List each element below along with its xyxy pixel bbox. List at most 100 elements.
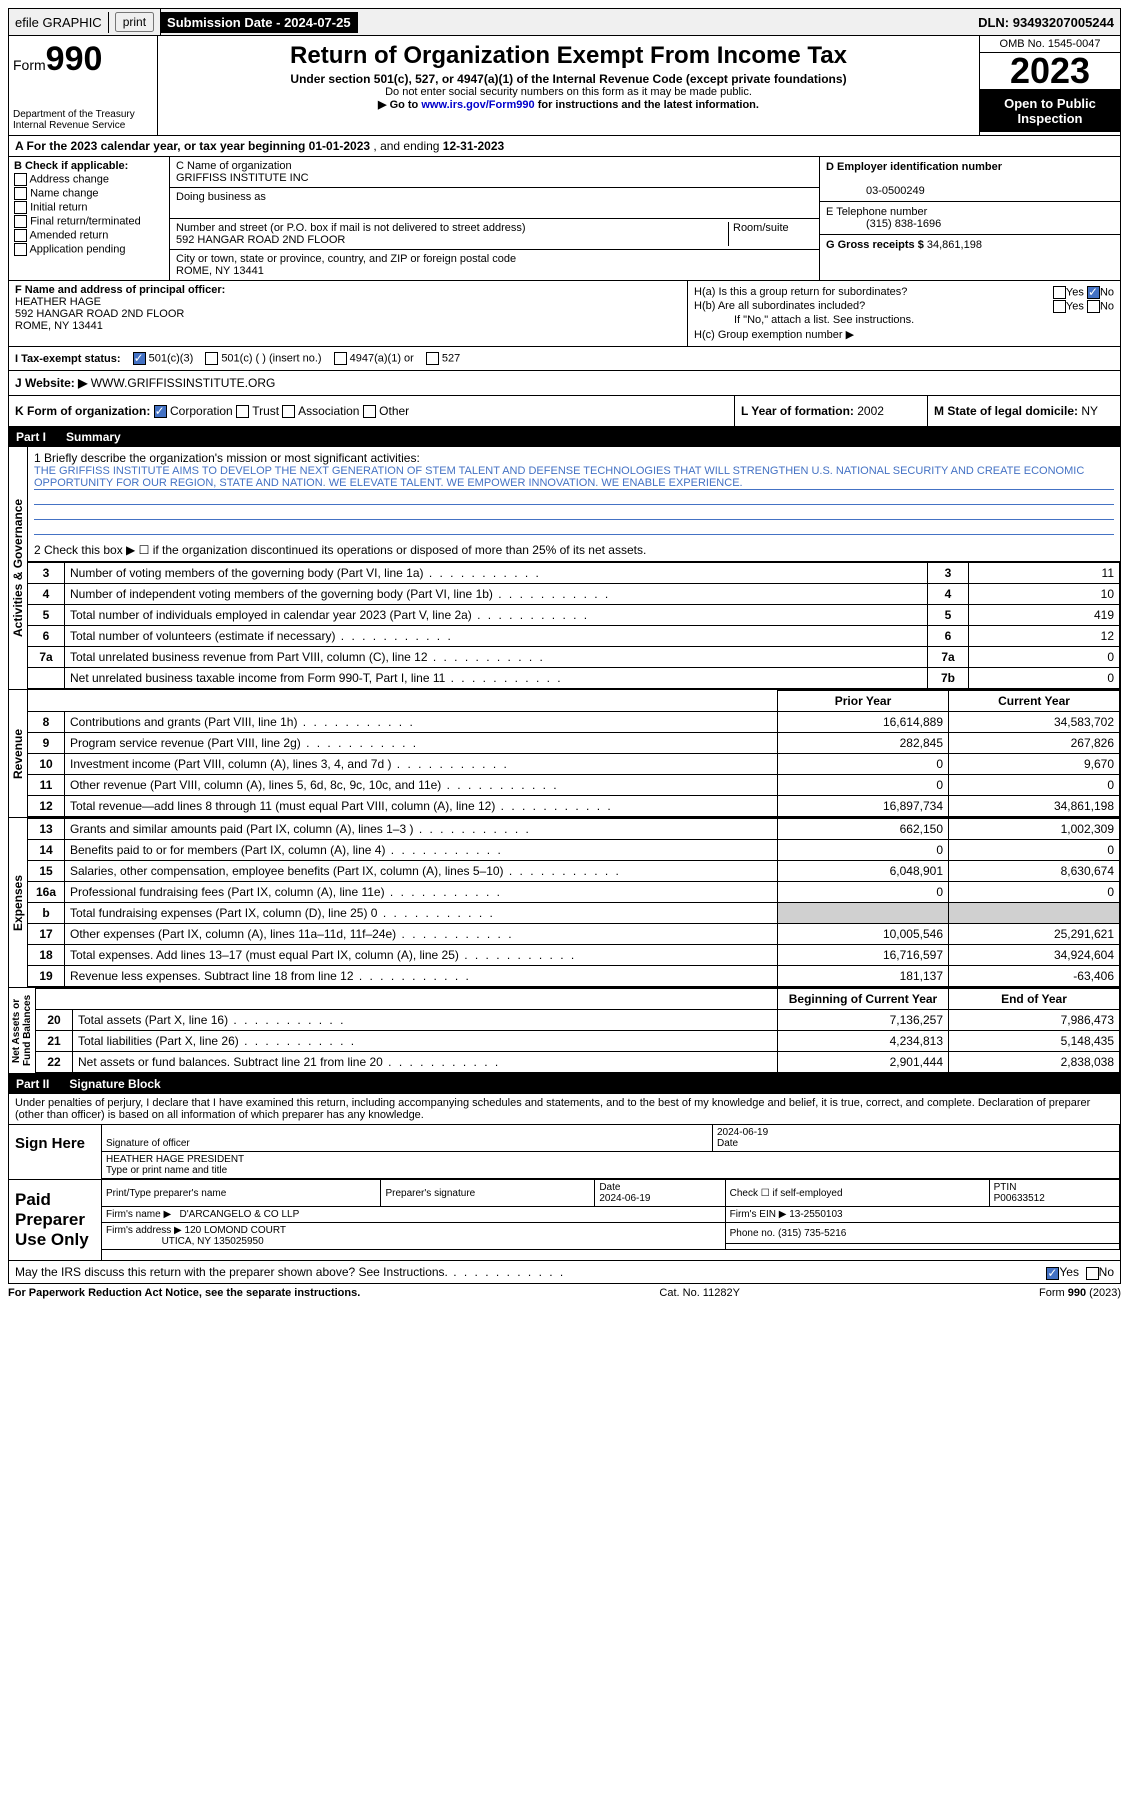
summary-revenue: Revenue Prior YearCurrent Year 8Contribu… — [8, 690, 1121, 818]
top-bar: efile GRAPHIC print Submission Date - 20… — [8, 8, 1121, 36]
website-url: WWW.GRIFFISSINSTITUTE.ORG — [91, 376, 276, 390]
vlabel-governance: Activities & Governance — [9, 447, 28, 689]
table-row: 11Other revenue (Part VIII, column (A), … — [28, 775, 1120, 796]
table-row: 7aTotal unrelated business revenue from … — [28, 647, 1120, 668]
table-row: 10Investment income (Part VIII, column (… — [28, 754, 1120, 775]
expense-table: 13Grants and similar amounts paid (Part … — [28, 818, 1120, 987]
firm-addr1: 120 LOMOND COURT — [185, 1225, 287, 1236]
table-row: 22Net assets or fund balances. Subtract … — [36, 1052, 1120, 1073]
mission-question: 1 Briefly describe the organization's mi… — [34, 451, 1114, 465]
firm-name: D'ARCANGELO & CO LLP — [180, 1209, 300, 1220]
table-row: Net unrelated business taxable income fr… — [28, 668, 1120, 689]
table-row: 6Total number of volunteers (estimate if… — [28, 626, 1120, 647]
table-row: 19Revenue less expenses. Subtract line 1… — [28, 966, 1120, 987]
firm-phone: (315) 735-5216 — [778, 1228, 846, 1239]
form-title: Return of Organization Exempt From Incom… — [166, 42, 971, 70]
ssn-note: Do not enter social security numbers on … — [166, 86, 971, 98]
form-subtitle: Under section 501(c), 527, or 4947(a)(1)… — [166, 72, 971, 86]
public-inspection: Open to Public Inspection — [980, 90, 1120, 132]
table-row: 9Program service revenue (Part VIII, lin… — [28, 733, 1120, 754]
form-header: Form990 Department of the Treasury Inter… — [8, 36, 1121, 136]
section-bcd: B Check if applicable: Address change Na… — [8, 157, 1121, 281]
row-website: J Website: ▶ WWW.GRIFFISSINSTITUTE.ORG — [8, 371, 1121, 396]
footer: For Paperwork Reduction Act Notice, see … — [8, 1284, 1121, 1302]
irs-link[interactable]: www.irs.gov/Form990 — [421, 99, 534, 111]
sign-date: 2024-06-19 — [717, 1127, 768, 1138]
dba-label: Doing business as — [176, 191, 266, 203]
tax-year-row: A For the 2023 calendar year, or tax yea… — [8, 136, 1121, 157]
col-c-org-info: C Name of organization GRIFFISS INSTITUT… — [170, 157, 819, 280]
col-d-contact: D Employer identification number 03-0500… — [819, 157, 1120, 280]
pra-notice: For Paperwork Reduction Act Notice, see … — [8, 1287, 360, 1299]
goto-row: ▶ Go to www.irs.gov/Form990 for instruct… — [166, 98, 971, 111]
prep-date: 2024-06-19 — [599, 1193, 650, 1204]
print-button[interactable]: print — [115, 12, 154, 32]
officer-name: HEATHER HAGE PRESIDENT — [106, 1154, 244, 1165]
table-row: 4Number of independent voting members of… — [28, 584, 1120, 605]
dept-treasury: Department of the Treasury — [13, 109, 153, 120]
revenue-table: Prior YearCurrent Year 8Contributions an… — [28, 690, 1120, 817]
group-return: H(a) Is this a group return for subordin… — [688, 281, 1120, 346]
row-klm: K Form of organization: Corporation Trus… — [8, 396, 1121, 427]
table-row: 20Total assets (Part X, line 16)7,136,25… — [36, 1010, 1120, 1031]
street-label: Number and street (or P.O. box if mail i… — [176, 222, 526, 234]
tel-value: (315) 838-1696 — [826, 218, 941, 230]
firm-addr2: UTICA, NY 135025950 — [162, 1236, 264, 1247]
paid-preparer-block: Paid Preparer Use Only Print/Type prepar… — [8, 1180, 1121, 1261]
summary-governance: Activities & Governance 1 Briefly descri… — [8, 447, 1121, 690]
table-row: 17Other expenses (Part IX, column (A), l… — [28, 924, 1120, 945]
irs-label: Internal Revenue Service — [13, 120, 153, 131]
form-ref: Form 990 (2023) — [1039, 1287, 1121, 1299]
section-fh: F Name and address of principal officer:… — [8, 281, 1121, 347]
cb-amended[interactable]: Amended return — [14, 229, 164, 242]
ein-value: 03-0500249 — [826, 185, 925, 197]
summary-expenses: Expenses 13Grants and similar amounts pa… — [8, 818, 1121, 988]
table-row: 15Salaries, other compensation, employee… — [28, 861, 1120, 882]
vlabel-netassets: Net Assets orFund Balances — [9, 988, 36, 1073]
prep-name-label: Print/Type preparer's name — [102, 1180, 381, 1207]
cb-address-change[interactable]: Address change — [14, 173, 164, 186]
city-label: City or town, state or province, country… — [176, 253, 516, 265]
firm-ein: 13-2550103 — [789, 1209, 842, 1220]
mission-text: THE GRIFFISS INSTITUTE AIMS TO DEVELOP T… — [34, 465, 1114, 490]
cb-name-change[interactable]: Name change — [14, 187, 164, 200]
street-value: 592 HANGAR ROAD 2ND FLOOR — [176, 234, 345, 246]
submission-date: Submission Date - 2024-07-25 — [161, 12, 358, 33]
paid-preparer-label: Paid Preparer Use Only — [9, 1180, 102, 1260]
ein-label: D Employer identification number — [826, 161, 1002, 173]
cb-pending[interactable]: Application pending — [14, 243, 164, 256]
table-row: 14Benefits paid to or for members (Part … — [28, 840, 1120, 861]
vlabel-expenses: Expenses — [9, 818, 28, 987]
tax-exempt-status: I Tax-exempt status: 501(c)(3) 501(c) ( … — [8, 347, 1121, 371]
prep-sig-label: Preparer's signature — [381, 1180, 595, 1207]
table-row: 8Contributions and grants (Part VIII, li… — [28, 712, 1120, 733]
table-row: 16aProfessional fundraising fees (Part I… — [28, 882, 1120, 903]
summary-netassets: Net Assets orFund Balances Beginning of … — [8, 988, 1121, 1074]
governance-table: 3Number of voting members of the governi… — [28, 562, 1120, 689]
org-name-label: C Name of organization — [176, 160, 292, 172]
table-row: bTotal fundraising expenses (Part IX, co… — [28, 903, 1120, 924]
cb-final-return[interactable]: Final return/terminated — [14, 215, 164, 228]
cat-no: Cat. No. 11282Y — [659, 1287, 740, 1299]
tel-label: E Telephone number — [826, 206, 927, 218]
discontinued-check: 2 Check this box ▶ ☐ if the organization… — [34, 543, 1114, 557]
discuss-row: May the IRS discuss this return with the… — [8, 1261, 1121, 1284]
table-row: 13Grants and similar amounts paid (Part … — [28, 819, 1120, 840]
part1-header: Part ISummary — [8, 427, 1121, 447]
tax-year: 2023 — [980, 53, 1120, 90]
org-name: GRIFFISS INSTITUTE INC — [176, 172, 309, 184]
efile-label: efile GRAPHIC — [9, 12, 109, 33]
table-row: 12Total revenue—add lines 8 through 11 (… — [28, 796, 1120, 817]
col-b-checkboxes: B Check if applicable: Address change Na… — [9, 157, 170, 280]
city-value: ROME, NY 13441 — [176, 265, 264, 277]
dln: DLN: 93493207005244 — [972, 12, 1120, 33]
table-row: 3Number of voting members of the governi… — [28, 563, 1120, 584]
table-row: 21Total liabilities (Part X, line 26)4,2… — [36, 1031, 1120, 1052]
cb-initial-return[interactable]: Initial return — [14, 201, 164, 214]
vlabel-revenue: Revenue — [9, 690, 28, 817]
netassets-table: Beginning of Current YearEnd of Year 20T… — [36, 988, 1120, 1073]
perjury-statement: Under penalties of perjury, I declare th… — [8, 1094, 1121, 1125]
table-row: 5Total number of individuals employed in… — [28, 605, 1120, 626]
table-row: 18Total expenses. Add lines 13–17 (must … — [28, 945, 1120, 966]
part2-header: Part IISignature Block — [8, 1074, 1121, 1094]
